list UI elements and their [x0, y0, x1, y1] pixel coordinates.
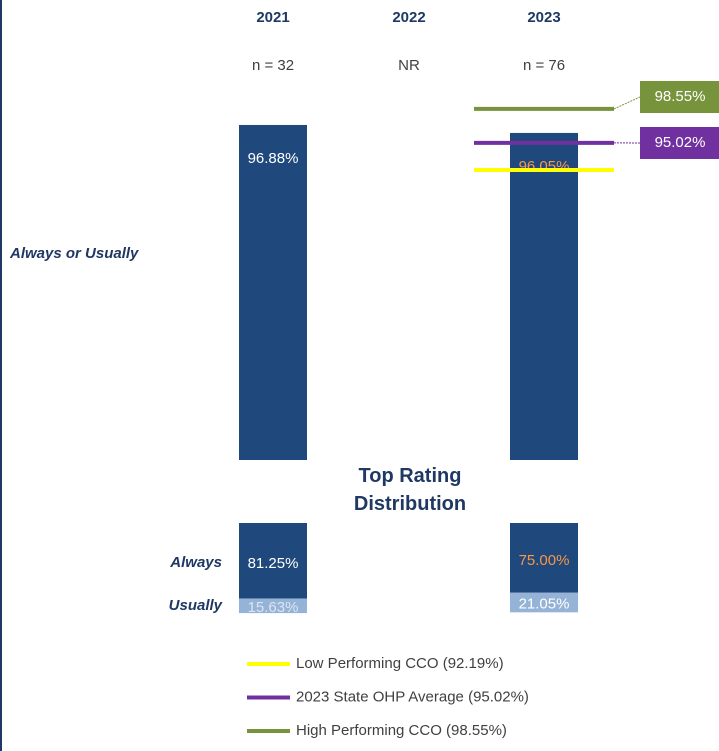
bar-segment [239, 598, 307, 614]
value-label: 15.63% [248, 599, 299, 616]
n-label: NR [398, 57, 420, 74]
reference-value-label: 98.55% [655, 88, 706, 105]
n-label: n = 32 [252, 57, 294, 74]
frame-edge [0, 0, 2, 751]
n-label: n = 76 [523, 57, 565, 74]
row-label: Usually [169, 597, 223, 614]
legend-label: 2023 State OHP Average (95.02%) [296, 688, 529, 705]
row-label: Always or Usually [9, 245, 139, 262]
year-label: 2021 [256, 9, 289, 26]
leader-line [613, 96, 641, 110]
value-box [640, 127, 719, 159]
legend-label: Low Performing CCO (92.19%) [296, 655, 504, 672]
bar-segment [239, 523, 307, 599]
value-box [640, 81, 719, 113]
reference-value-label: 95.02% [655, 134, 706, 151]
bar [239, 124, 307, 461]
bar [510, 132, 578, 460]
year-label: 2023 [527, 9, 560, 26]
year-label: 2022 [392, 9, 425, 26]
legend-label: High Performing CCO (98.55%) [296, 722, 507, 739]
value-label: 75.00% [519, 552, 570, 569]
value-label: 96.05% [519, 158, 570, 175]
row-label: Always [169, 554, 222, 571]
value-label: 21.05% [519, 596, 570, 613]
bar-segment [510, 523, 578, 593]
distribution-title: Top Rating Distribution [353, 465, 467, 515]
bar-segment [510, 592, 578, 613]
value-label: 96.88% [248, 150, 299, 167]
value-label: 81.25% [248, 555, 299, 572]
